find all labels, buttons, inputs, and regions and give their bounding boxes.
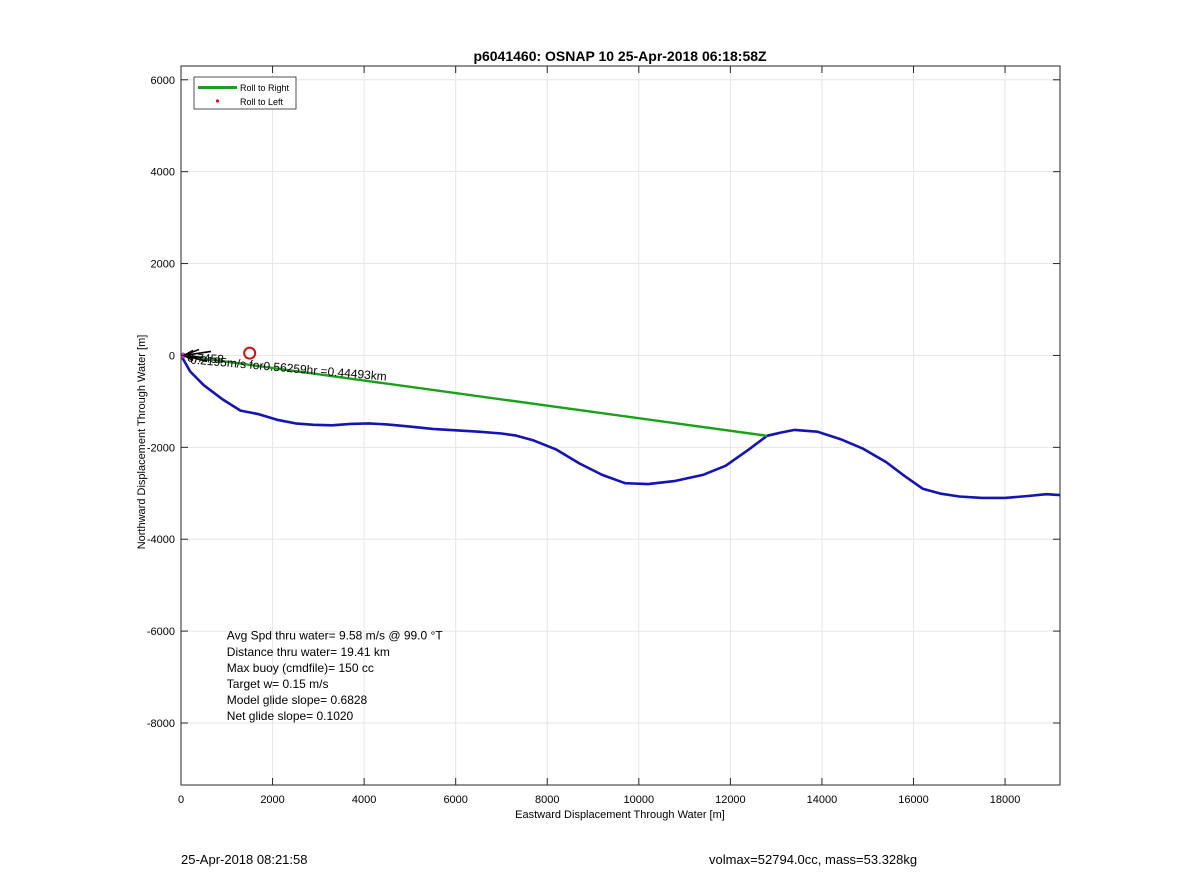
legend-label-roll-left: Roll to Left [240,97,284,107]
arrow-shaft [183,350,212,357]
y-tick-label: 4000 [151,167,175,179]
series-roll-right-line [181,354,768,437]
x-tick-label: 2000 [260,794,284,806]
x-axis-label: Eastward Displacement Through Water [m] [515,809,725,821]
y-tick-label: 2000 [151,259,175,271]
x-tick-label: 12000 [715,794,746,806]
red-circle-marker [243,346,257,360]
x-tick-label: 18000 [990,794,1021,806]
x-tick-label: 16000 [898,794,929,806]
legend: Roll to Right Roll to Left [193,76,297,110]
y-tick-label: 0 [169,350,175,362]
chart-title: p6041460: OSNAP 10 25-Apr-2018 06:18:58Z [473,48,767,64]
x-tick-label: 4000 [352,794,376,806]
legend-swatch-roll-left [215,99,220,103]
stats-annotation-line: Distance thru water= 19.41 km [227,645,390,659]
x-tick-label: 0 [178,794,184,806]
x-tick-label: 10000 [624,794,655,806]
plot-frame [180,65,1061,786]
stats-annotation-line: Model glide slope= 0.6828 [227,693,368,707]
y-tick-label: -2000 [147,442,175,454]
stats-annotation-line: Avg Spd thru water= 9.58 m/s @ 99.0 °T [227,629,444,643]
y-tick-label: -6000 [147,626,175,638]
arrow-label-secondary: 0.7458 [187,350,225,366]
stats-annotation-line: Net glide slope= 0.1020 [227,709,354,723]
stats-annotation-line: Max buoy (cmdfile)= 150 cc [227,661,374,675]
axis-ticks: 0 2000 4000 6000 8000 10000 12000 14000 16000 180… [147,66,1060,806]
legend-label-roll-right: Roll to Right [240,83,290,93]
y-axis-label: Northward Displacement Through Water [m] [136,335,148,550]
legend-box [193,76,297,110]
series-track-line [181,354,1060,500]
x-tick-label: 6000 [443,794,467,806]
footer-timestamp: 25-Apr-2018 08:21:58 [181,852,308,867]
y-tick-label: -4000 [147,534,175,546]
x-tick-label: 8000 [535,794,559,806]
y-tick-label: -8000 [147,718,175,730]
x-tick-label: 14000 [807,794,838,806]
footer-summary: volmax=52794.0cc, mass=53.328kg [709,852,918,867]
annotations: Avg Spd thru water= 9.58 m/s @ 99.0 °T Di… [227,629,444,723]
y-tick-label: 6000 [151,75,175,87]
stats-annotation-line: Target w= 0.15 m/s [227,677,329,691]
grid [180,66,1060,785]
